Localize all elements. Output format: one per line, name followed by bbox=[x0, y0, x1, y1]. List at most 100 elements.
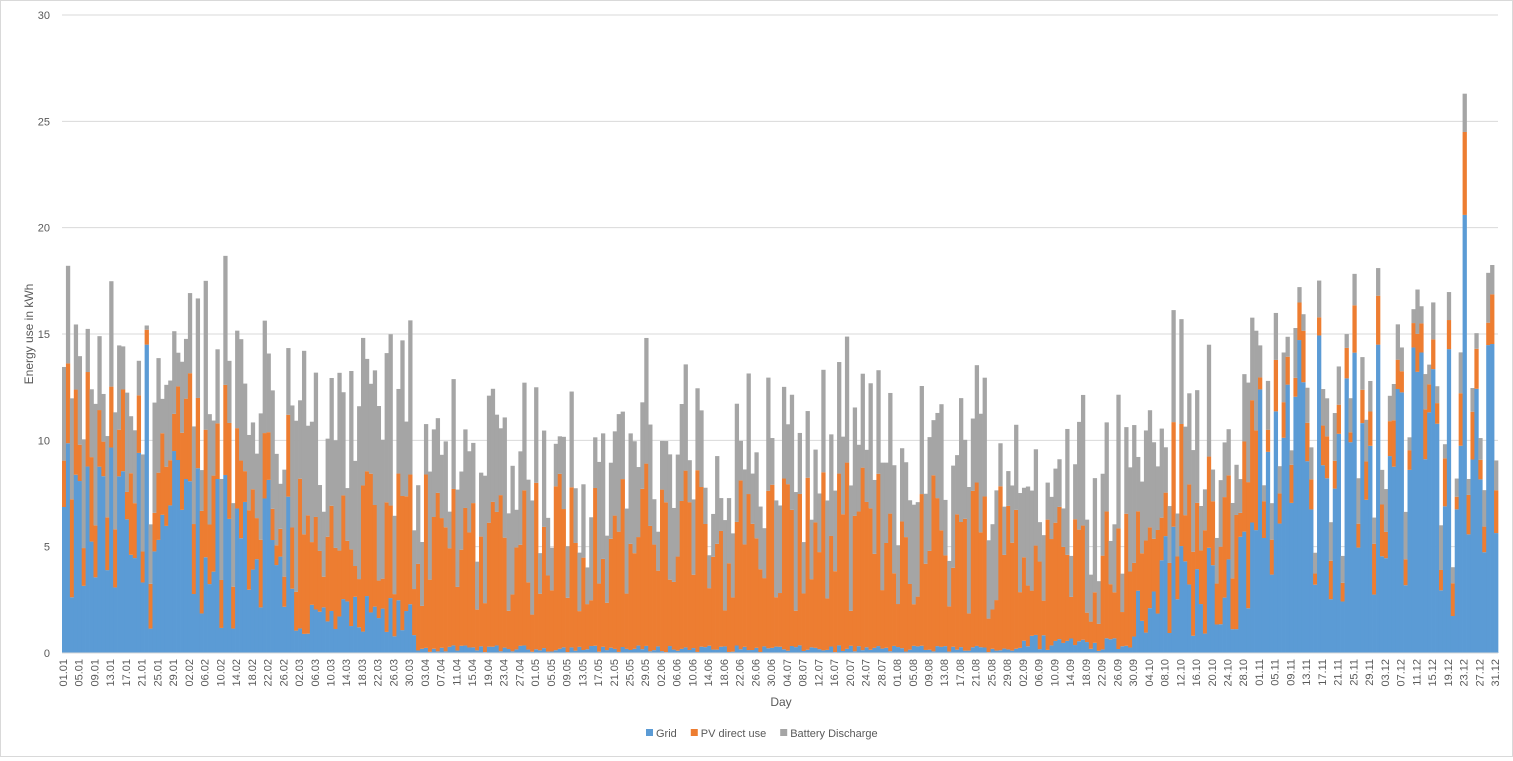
bar-grid bbox=[364, 596, 370, 653]
bar-grid bbox=[778, 646, 783, 653]
bar-pv-direct-use bbox=[1246, 482, 1251, 609]
bar-pv-direct-use bbox=[978, 532, 983, 648]
bar-grid bbox=[585, 649, 590, 653]
bar-pv-direct-use bbox=[65, 363, 71, 444]
bar-grid bbox=[738, 649, 743, 653]
bar-pv-direct-use bbox=[955, 514, 960, 650]
bar-battery-discharge bbox=[896, 545, 901, 605]
bar-pv-direct-use bbox=[1195, 502, 1200, 570]
bar-battery-discharge bbox=[1419, 306, 1424, 324]
bar-pv-direct-use bbox=[538, 593, 543, 651]
bar-grid bbox=[1277, 523, 1282, 653]
bar-battery-discharge bbox=[829, 434, 834, 536]
bar-pv-direct-use bbox=[951, 567, 956, 647]
bar-grid bbox=[896, 647, 901, 653]
bar-battery-discharge bbox=[250, 422, 256, 490]
bar-grid bbox=[1419, 352, 1424, 653]
x-tick-label: 21.11 bbox=[1333, 659, 1345, 686]
bar-pv-direct-use bbox=[1269, 539, 1275, 575]
bar-grid bbox=[420, 648, 425, 653]
bar-pv-direct-use bbox=[1155, 530, 1160, 614]
bar-pv-direct-use bbox=[384, 502, 389, 632]
bar-pv-direct-use bbox=[227, 422, 232, 519]
bar-grid bbox=[105, 570, 110, 653]
bar-pv-direct-use bbox=[1320, 425, 1326, 466]
bar-grid bbox=[1313, 584, 1318, 653]
bar-pv-direct-use bbox=[97, 410, 102, 467]
bar-battery-discharge bbox=[955, 455, 960, 515]
bar-grid bbox=[1332, 488, 1338, 653]
bar-grid bbox=[785, 650, 791, 653]
bar-battery-discharge bbox=[538, 553, 543, 594]
x-tick-label: 25.01 bbox=[152, 659, 164, 687]
bar-grid bbox=[817, 649, 822, 653]
bar-pv-direct-use bbox=[246, 510, 252, 590]
x-tick-label: 14.09 bbox=[1065, 659, 1077, 687]
bar-pv-direct-use bbox=[1482, 526, 1487, 553]
bar-grid bbox=[758, 651, 763, 653]
bar-pv-direct-use bbox=[840, 514, 846, 651]
bar-battery-discharge bbox=[911, 504, 917, 605]
bar-grid bbox=[1494, 533, 1499, 653]
bar-grid bbox=[1254, 530, 1259, 653]
bar-pv-direct-use bbox=[959, 522, 964, 648]
x-tick-label: 24.07 bbox=[861, 659, 873, 687]
bar-grid bbox=[510, 651, 515, 653]
bar-pv-direct-use bbox=[81, 548, 86, 586]
bar-grid bbox=[715, 649, 720, 653]
bar-grid bbox=[109, 447, 114, 653]
bar-pv-direct-use bbox=[404, 496, 409, 612]
x-tick-label: 05.01 bbox=[74, 659, 86, 687]
bar-pv-direct-use bbox=[1305, 422, 1310, 462]
bar-grid bbox=[577, 646, 582, 653]
x-tick-label: 25.05 bbox=[625, 659, 637, 687]
bar-battery-discharge bbox=[136, 360, 142, 396]
bar-battery-discharge bbox=[1195, 390, 1200, 503]
bar-grid bbox=[199, 613, 204, 653]
bar-battery-discharge bbox=[89, 389, 94, 458]
bar-battery-discharge bbox=[132, 430, 138, 504]
bar-battery-discharge bbox=[392, 515, 397, 595]
bar-pv-direct-use bbox=[620, 479, 625, 647]
bar-battery-discharge bbox=[1356, 478, 1361, 524]
bar-battery-discharge bbox=[1486, 272, 1491, 323]
bar-grid bbox=[809, 647, 814, 653]
bar-pv-direct-use bbox=[541, 526, 547, 649]
bar-pv-direct-use bbox=[1049, 539, 1054, 646]
bar-battery-discharge bbox=[1222, 442, 1227, 498]
bar-battery-discharge bbox=[490, 388, 496, 502]
bar-grid bbox=[1289, 502, 1294, 653]
bar-grid bbox=[726, 651, 732, 653]
bar-pv-direct-use bbox=[1092, 592, 1098, 643]
bar-pv-direct-use bbox=[1206, 456, 1212, 548]
bar-pv-direct-use bbox=[223, 384, 228, 475]
bar-battery-discharge bbox=[530, 500, 535, 615]
bar-battery-discharge bbox=[541, 430, 547, 527]
bar-grid bbox=[1183, 561, 1188, 653]
bar-grid bbox=[903, 651, 909, 653]
bar-pv-direct-use bbox=[305, 515, 311, 634]
bar-grid bbox=[553, 650, 559, 653]
bar-battery-discharge bbox=[305, 425, 311, 516]
bar-battery-discharge bbox=[494, 414, 500, 512]
x-tick-label: 06.02 bbox=[200, 659, 212, 687]
bar-battery-discharge bbox=[671, 507, 677, 582]
bar-pv-direct-use bbox=[974, 482, 980, 646]
bar-pv-direct-use bbox=[530, 614, 535, 652]
bar-battery-discharge bbox=[1395, 324, 1400, 360]
bar-pv-direct-use bbox=[1364, 461, 1369, 500]
bar-grid bbox=[73, 474, 79, 653]
bar-grid bbox=[1387, 456, 1393, 653]
bar-battery-discharge bbox=[1285, 336, 1290, 357]
bar-battery-discharge bbox=[1273, 312, 1279, 360]
bar-pv-direct-use bbox=[1218, 546, 1223, 625]
bar-battery-discharge bbox=[313, 372, 319, 517]
bar-battery-discharge bbox=[380, 439, 385, 579]
bar-pv-direct-use bbox=[376, 580, 382, 619]
bar-battery-discharge bbox=[1317, 280, 1322, 318]
bar-pv-direct-use bbox=[309, 542, 315, 605]
bar-grid bbox=[1230, 629, 1235, 653]
bar-pv-direct-use bbox=[1108, 584, 1113, 640]
bar-battery-discharge bbox=[121, 346, 126, 390]
bar-grid bbox=[703, 647, 708, 653]
